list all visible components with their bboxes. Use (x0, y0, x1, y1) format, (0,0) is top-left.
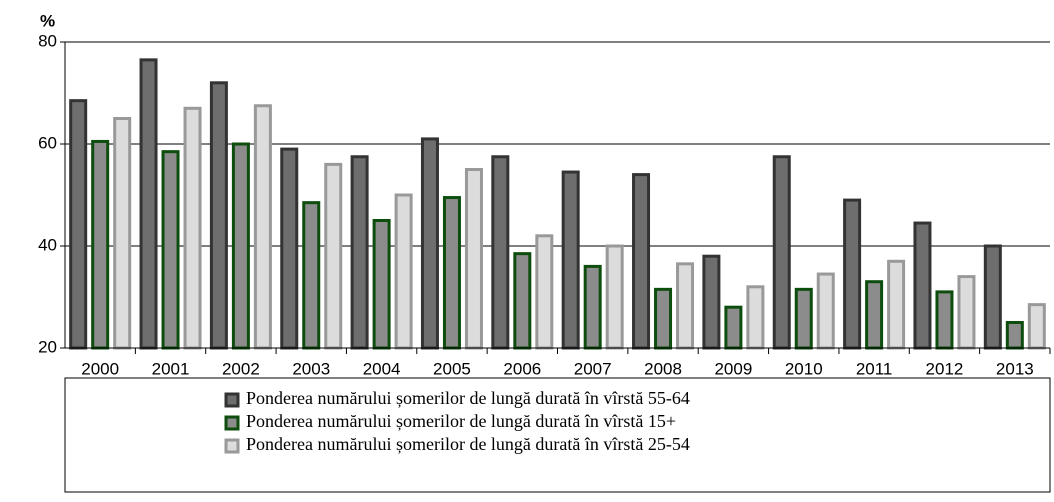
bar (420, 137, 439, 350)
x-tick-label: 2002 (222, 359, 260, 378)
bar (372, 219, 391, 350)
x-tick-label: 2006 (503, 359, 541, 378)
bar (935, 290, 954, 350)
legend-swatch (224, 392, 240, 408)
x-tick-label: 2000 (81, 359, 119, 378)
bar (865, 280, 884, 350)
bar (843, 198, 862, 350)
y-tick-label: 40 (38, 235, 57, 254)
x-tick-label: 2007 (574, 359, 612, 378)
bar (561, 170, 580, 350)
bar (280, 147, 299, 350)
bar (350, 155, 369, 350)
y-tick-label: 80 (38, 31, 57, 50)
bar (605, 244, 624, 350)
legend-label: Ponderea numărului șomerilor de lungă du… (246, 388, 690, 408)
bar (464, 168, 483, 350)
bar (394, 193, 413, 350)
bar (746, 285, 765, 350)
bar (491, 155, 510, 350)
bar (209, 81, 228, 350)
x-tick-label: 2003 (292, 359, 330, 378)
y-tick-label: 60 (38, 133, 57, 152)
bar (535, 234, 554, 350)
bar (231, 142, 250, 350)
bar (702, 254, 721, 350)
bar (887, 259, 906, 350)
bar (676, 262, 695, 350)
bar (957, 275, 976, 350)
bar (302, 201, 321, 350)
legend-label: Ponderea numărului șomerilor de lungă du… (246, 411, 676, 431)
x-tick-label: 2001 (152, 359, 190, 378)
legend-label: Ponderea numărului șomerilor de lungă du… (246, 434, 690, 454)
bar (583, 264, 602, 350)
bar (983, 244, 1002, 350)
bar (253, 104, 272, 350)
x-tick-label: 2009 (714, 359, 752, 378)
x-tick-label: 2012 (926, 359, 964, 378)
bar (913, 221, 932, 350)
x-tick-label: 2013 (996, 359, 1034, 378)
legend-swatch (224, 438, 240, 454)
bar (632, 173, 651, 350)
bar (324, 162, 343, 350)
y-tick-label: 20 (38, 337, 57, 356)
bar (139, 58, 158, 350)
x-tick-label: 2010 (785, 359, 823, 378)
bar (161, 150, 180, 350)
bar (794, 287, 813, 350)
bar (1005, 321, 1024, 350)
x-tick-label: 2005 (433, 359, 471, 378)
x-tick-label: 2008 (644, 359, 682, 378)
bar (1027, 303, 1046, 350)
bar (724, 305, 743, 350)
bar (654, 287, 673, 350)
bar (772, 155, 791, 350)
bar (513, 252, 532, 350)
bar (69, 99, 88, 350)
x-tick-label: 2011 (856, 359, 893, 378)
x-tick-label: 2004 (363, 359, 401, 378)
bar (91, 139, 110, 350)
legend-swatch (224, 415, 240, 431)
bar (113, 117, 132, 350)
bar (442, 196, 461, 350)
bar (183, 106, 202, 350)
bar (816, 272, 835, 350)
y-axis-label: % (40, 11, 55, 30)
legend-box (64, 377, 1051, 493)
